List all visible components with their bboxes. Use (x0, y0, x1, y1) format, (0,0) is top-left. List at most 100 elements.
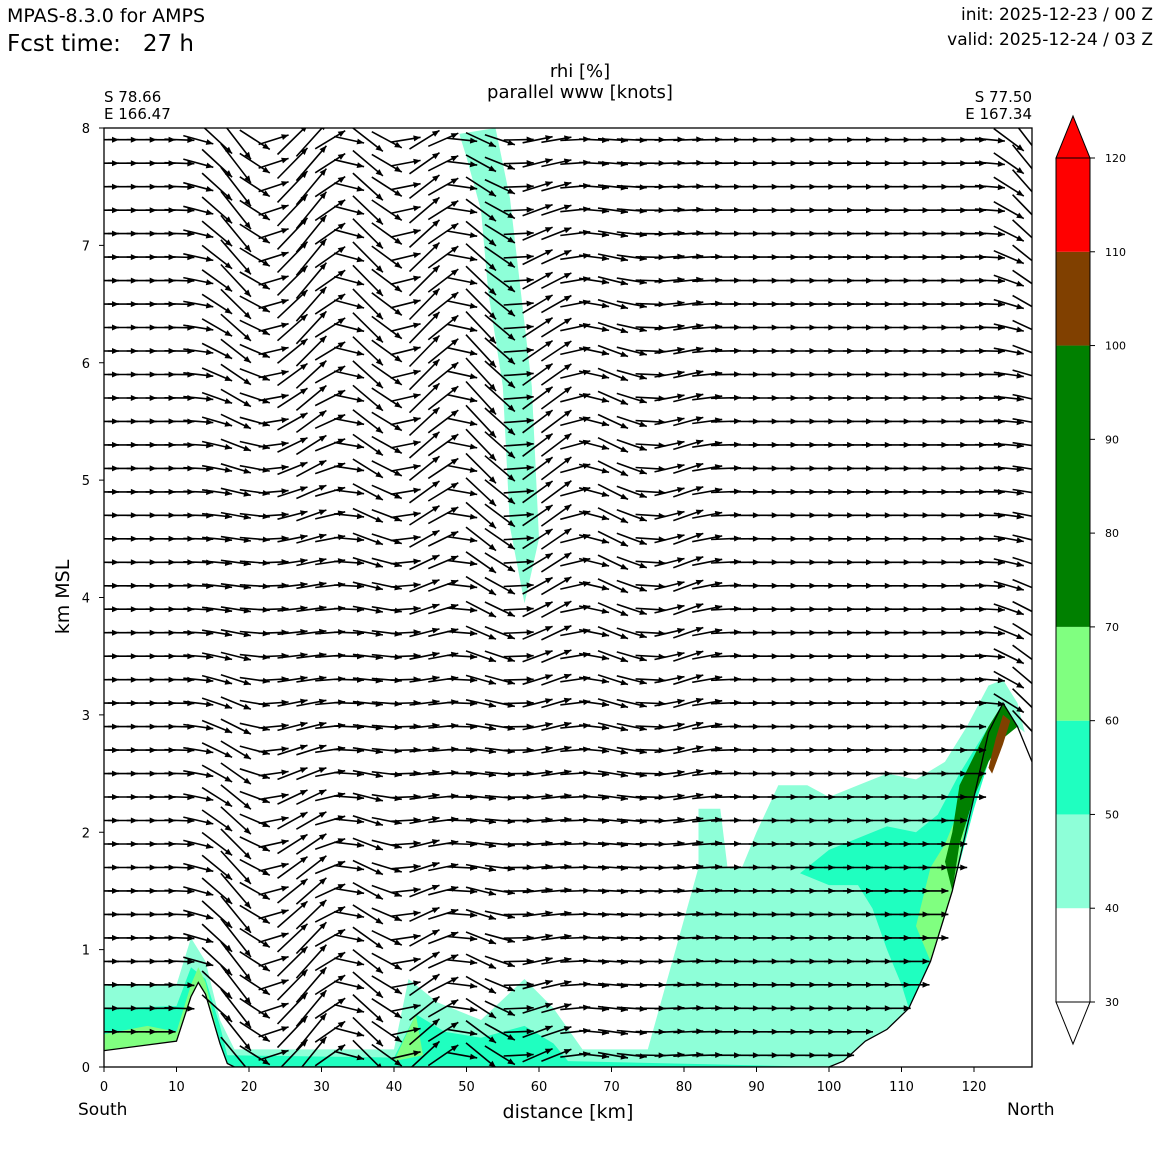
wind-vector (597, 390, 629, 406)
wind-vector (201, 652, 233, 661)
wind-vector (597, 507, 629, 524)
wind-vector (352, 360, 384, 389)
wind-vector (408, 406, 441, 436)
wind-vector (409, 928, 440, 947)
wind-vector (390, 887, 421, 894)
wind-vector (409, 816, 440, 825)
wind-vector (371, 245, 403, 269)
y-axis: 0 1 2 3 4 5 6 7 8 (82, 122, 104, 1076)
wind-vector (333, 441, 365, 450)
wind-vector (541, 721, 572, 731)
x-tick-label: 80 (676, 1080, 693, 1095)
colorbar-tick-label: 80 (1105, 527, 1119, 540)
wind-vector (465, 551, 497, 574)
wind-vector (352, 581, 384, 591)
x-tick-label: 100 (817, 1080, 842, 1095)
wind-vector (300, 1036, 328, 1067)
wind-vector (465, 334, 497, 368)
wind-vector (597, 650, 629, 663)
wind-vector (371, 484, 403, 500)
wind-vector (503, 324, 534, 330)
wind-vector (352, 948, 384, 974)
wind-vector (295, 168, 328, 206)
wind-vector (183, 158, 214, 169)
wind-vector (880, 1005, 911, 1012)
wind-vector (258, 955, 289, 967)
wind-vector (314, 365, 346, 384)
wind-vector (164, 160, 195, 167)
wind-vector (352, 312, 384, 343)
wind-vector (352, 556, 384, 568)
wind-vector (522, 135, 553, 144)
wind-vector (447, 207, 478, 215)
wind-vector (225, 128, 252, 160)
wind-vector (258, 792, 289, 801)
wind-vector (352, 605, 384, 614)
wind-vector (673, 439, 704, 451)
wind-vector (277, 766, 308, 781)
wind-vector (201, 877, 233, 905)
wind-vector (579, 231, 610, 238)
wind-vector (296, 459, 327, 478)
colorbar-band-60-70 (1056, 626, 1090, 721)
wind-vector (522, 933, 553, 942)
wind-vector (427, 530, 459, 547)
wind-vector (465, 243, 497, 272)
wind-vector (993, 201, 1025, 220)
wind-vector (183, 723, 214, 731)
wind-vector (560, 322, 591, 332)
wind-vector (654, 416, 685, 426)
wind-vector (220, 263, 252, 298)
wind-vector (447, 583, 478, 590)
wind-vector (409, 152, 440, 175)
wind-vector (447, 607, 478, 613)
wind-vector (220, 288, 252, 320)
wind-vector (390, 511, 421, 519)
wind-vector (314, 389, 346, 407)
wind-vector (465, 886, 497, 896)
wind-vector (390, 629, 421, 636)
wind-vector (427, 953, 459, 969)
wind-vector (239, 1045, 271, 1066)
wind-vector (201, 440, 233, 450)
wind-vector (183, 300, 214, 309)
wind-vector (578, 323, 610, 332)
chart-title-line2: parallel www [knots] (487, 82, 673, 103)
wind-vector (541, 1003, 572, 1014)
wind-vector (183, 395, 214, 402)
wind-vector (371, 176, 403, 197)
wind-vector (239, 368, 271, 381)
wind-vector (352, 195, 384, 226)
wind-vector (296, 744, 327, 756)
wind-vector (277, 721, 308, 732)
wind-vector (465, 650, 497, 663)
wind-vector (427, 268, 459, 293)
wind-vector (314, 997, 346, 1020)
wind-vector (465, 600, 497, 618)
wind-vector (201, 391, 233, 405)
wind-vector (203, 128, 233, 155)
wind-vector (1012, 169, 1032, 193)
wind-vector (296, 766, 327, 781)
wind-vector (409, 906, 440, 923)
wind-vector (541, 204, 572, 216)
wind-vector (277, 412, 308, 431)
wind-vector (201, 172, 233, 201)
wind-vector (201, 367, 233, 382)
wind-vector (333, 910, 365, 919)
wind-vector (673, 369, 704, 379)
wind-vector (540, 456, 572, 481)
wind-vector (1012, 688, 1032, 709)
wind-vector (503, 464, 534, 471)
wind-vector (541, 980, 572, 989)
wind-vector (522, 158, 553, 168)
wind-vector (522, 432, 554, 457)
wind-vector (541, 158, 572, 168)
wind-vector (201, 464, 233, 473)
chart-title-line1: rhi [%] (549, 61, 611, 82)
wind-vector (333, 465, 365, 473)
wind-vector (201, 606, 233, 614)
wind-vector (579, 724, 610, 731)
wind-vector (295, 238, 328, 276)
